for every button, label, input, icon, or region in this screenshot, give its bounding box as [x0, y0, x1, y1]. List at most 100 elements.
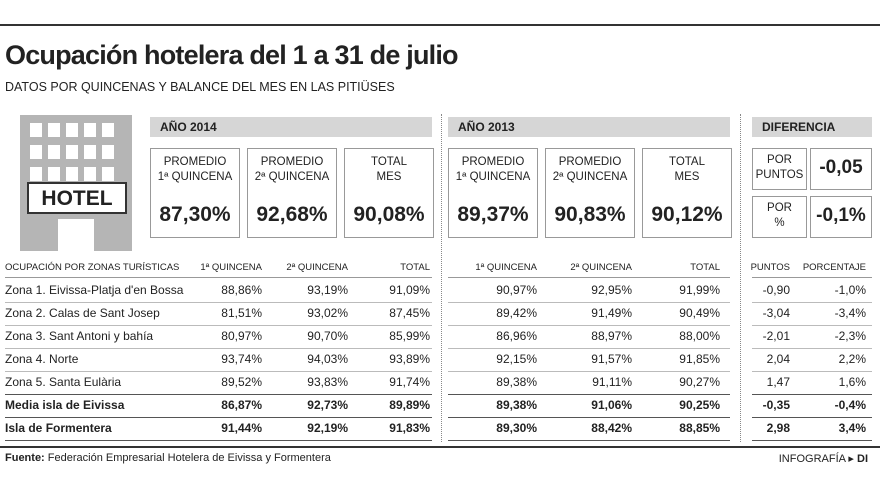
credit-mark: DI: [857, 453, 868, 465]
table-cell: 91,06%: [591, 398, 632, 412]
box-label: POR: [767, 154, 792, 166]
row-rule: [752, 277, 872, 278]
row-rule: [752, 348, 872, 349]
table-cell: -0,4%: [834, 398, 866, 412]
box-label: PROMEDIO: [558, 156, 622, 168]
box-label: %: [774, 217, 785, 229]
separator: [441, 114, 442, 442]
table-cell: 89,42%: [496, 306, 537, 320]
table-cell: 92,15%: [496, 352, 537, 366]
table-cell: Isla de Formentera: [5, 421, 112, 435]
box-label: PUNTOS: [755, 169, 804, 181]
table-row: Isla de Formentera 91,44% 92,19% 91,83% 89,3…: [0, 419, 880, 441]
table-cell: 3,4%: [838, 421, 866, 435]
diff-value-box: [810, 196, 872, 238]
summary-value: 90,08%: [353, 203, 425, 226]
box-label: 1ª QUINCENA: [455, 171, 531, 183]
table-cell: 91,57%: [591, 352, 632, 366]
summary-value: 90,83%: [554, 203, 626, 226]
box-label: 2ª QUINCENA: [552, 171, 628, 183]
table-row: Zona 1. Eivissa-Platja d'en Bossa 88,86% 9…: [0, 281, 880, 303]
row-rule: [448, 325, 730, 326]
box-label: PROMEDIO: [260, 156, 324, 168]
row-rule: [752, 325, 872, 326]
table-cell: 93,74%: [221, 352, 262, 366]
row-rule: [5, 302, 432, 303]
separator: [740, 114, 741, 442]
table-cell: Zona 5. Santa Eulària: [5, 375, 122, 389]
table-cell: -3,4%: [834, 306, 866, 320]
summary-value: 90,12%: [651, 203, 723, 226]
row-rule: [5, 277, 432, 278]
table-cell: 1,47: [766, 375, 790, 389]
column-header: PUNTOS: [750, 262, 790, 273]
table-cell: 92,73%: [307, 398, 348, 412]
summary-box: [150, 148, 240, 238]
table-cell: 93,19%: [307, 283, 348, 297]
hotel-icon: HOTEL: [20, 115, 132, 251]
table-cell: 90,49%: [679, 306, 720, 320]
source: Fuente: Federación Empresarial Hotelera …: [5, 452, 331, 464]
box-label: MES: [376, 171, 402, 183]
table-row: Zona 4. Norte 93,74% 94,03% 93,89% 92,15% 91,…: [0, 350, 880, 372]
table-cell: 89,38%: [496, 375, 537, 389]
table-cell: 2,98: [766, 421, 790, 435]
icon-label: HOTEL: [41, 187, 112, 210]
table-cell: 91,83%: [389, 421, 430, 435]
table-cell: 92,19%: [307, 421, 348, 435]
summary-box: [344, 148, 434, 238]
row-rule: [448, 394, 730, 395]
table-cell: 88,00%: [679, 329, 720, 343]
summary-box: [545, 148, 635, 238]
table-cell: 1,6%: [838, 375, 866, 389]
column-header: PORCENTAJE: [802, 262, 866, 273]
table-cell: Zona 1. Eivissa-Platja d'en Bossa: [5, 283, 184, 297]
column-header: TOTAL: [690, 262, 720, 273]
column-header: OCUPACIÓN POR ZONAS TURÍSTICAS: [5, 262, 180, 273]
table-cell: 80,97%: [221, 329, 262, 343]
source-text: Federación Empresarial Hotelera de Eivis…: [47, 452, 331, 464]
table-cell: 91,09%: [389, 283, 430, 297]
row-rule: [752, 371, 872, 372]
row-rule: [752, 417, 872, 418]
table-cell: Zona 4. Norte: [5, 352, 79, 366]
diff-value-box: [810, 148, 872, 190]
table-cell: 89,89%: [389, 398, 430, 412]
row-rule: [5, 394, 432, 395]
box-label: PROMEDIO: [461, 156, 525, 168]
table-cell: 88,85%: [679, 421, 720, 435]
table-cell: 81,51%: [221, 306, 262, 320]
table-cell: 85,99%: [389, 329, 430, 343]
table-cell: 92,95%: [591, 283, 632, 297]
row-rule: [752, 302, 872, 303]
table-cell: 94,03%: [307, 352, 348, 366]
table-cell: 88,97%: [591, 329, 632, 343]
diff-label-box: [752, 196, 807, 238]
group-header: AÑO 2014: [150, 117, 432, 137]
title: Ocupación hotelera del 1 a 31 de julio: [5, 40, 459, 70]
summary-box: [642, 148, 732, 238]
table-cell: 2,2%: [838, 352, 866, 366]
row-rule: [5, 417, 432, 418]
box-label: TOTAL: [669, 156, 705, 168]
table-row: Zona 5. Santa Eulària 89,52% 93,83% 91,74% 8…: [0, 373, 880, 395]
table-cell: -2,3%: [834, 329, 866, 343]
row-rule: [448, 348, 730, 349]
box-label: POR: [767, 202, 792, 214]
diff-value: -0,05: [819, 157, 863, 178]
row-rule: [5, 371, 432, 372]
summary-box: [448, 148, 538, 238]
bottom-rule: [0, 446, 880, 448]
box-label: 2ª QUINCENA: [254, 171, 330, 183]
table-cell: 93,02%: [307, 306, 348, 320]
table-cell: Zona 3. Sant Antoni y bahía: [5, 329, 154, 343]
table-row: Media isla de Eivissa 86,87% 92,73% 89,89% 8…: [0, 396, 880, 418]
table-cell: -0,35: [762, 398, 790, 412]
table-cell: 90,25%: [679, 398, 720, 412]
group-header: AÑO 2013: [448, 117, 730, 137]
table-cell: 93,89%: [389, 352, 430, 366]
top-rule: [0, 24, 880, 26]
table-cell: 91,99%: [679, 283, 720, 297]
row-rule: [448, 371, 730, 372]
